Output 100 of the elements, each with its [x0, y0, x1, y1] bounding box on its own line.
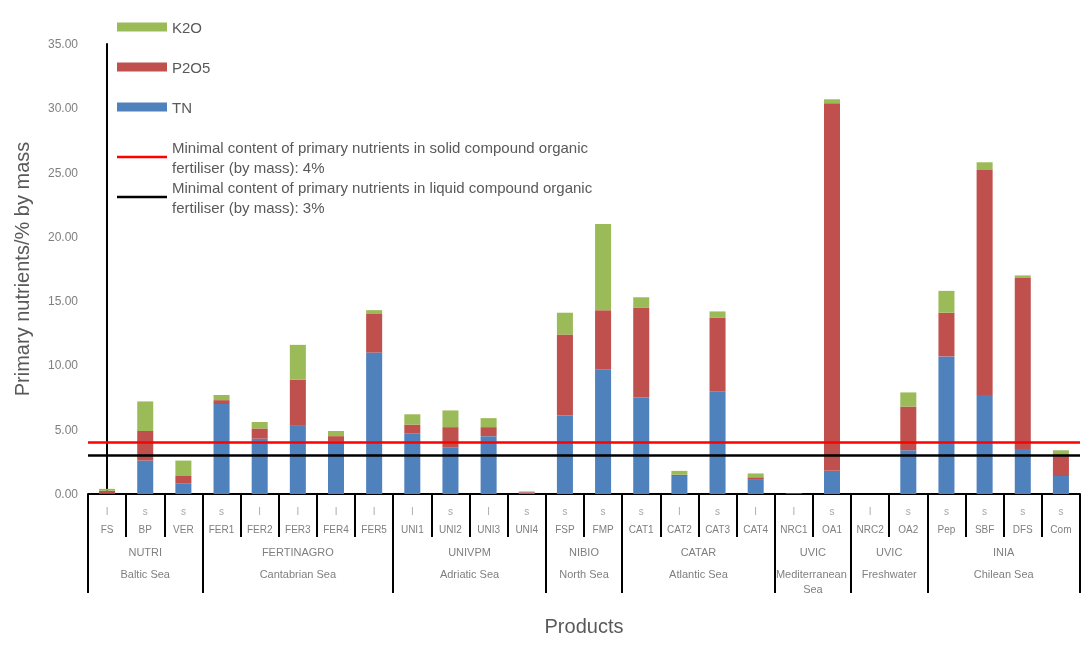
text: Atlantic Sea: [669, 567, 729, 580]
bar: [823, 99, 841, 104]
text: s: [219, 505, 225, 517]
y-tick-label: 35.00: [47, 37, 79, 51]
x-tick-label: FMP: [592, 523, 614, 535]
bar: [595, 369, 612, 494]
text: l: [411, 505, 414, 517]
bar: [289, 425, 306, 494]
x-tick-label: NRC1: [780, 523, 808, 535]
x-tick-label: FER4: [323, 523, 350, 535]
x-axis-title: Products: [544, 615, 624, 637]
text: l: [487, 505, 490, 517]
bar: [175, 483, 192, 494]
bar: [251, 422, 268, 429]
y-tick-label: 20.00: [47, 229, 79, 244]
bar: [213, 395, 230, 401]
bar: [938, 356, 955, 494]
bar: [747, 479, 764, 494]
x-tick-label: FER1: [208, 523, 235, 535]
bar: [175, 460, 192, 476]
x-tick-label: CAT1: [628, 523, 655, 535]
text: s: [524, 505, 530, 517]
y-axis-title: Primary nutrients/% by mass: [11, 141, 33, 397]
x-tick-label: NRC2: [856, 523, 885, 535]
text: UVIC: [876, 545, 903, 558]
bar: [556, 415, 573, 494]
legend-label: P2O5: [172, 58, 211, 76]
bar: [175, 476, 192, 484]
bar: [633, 307, 650, 398]
legend-label: TN: [172, 98, 192, 116]
bar: [595, 224, 612, 311]
text: s: [982, 505, 988, 517]
text: s: [943, 505, 949, 517]
text: Freshwater: [861, 567, 918, 580]
x-tick-label: FER2: [246, 523, 273, 535]
text: s: [715, 505, 721, 517]
x-tick-label: BP: [138, 523, 153, 535]
x-tick-label: CAT3: [705, 523, 731, 535]
bar: [366, 310, 383, 314]
text: UNIVPM: [448, 545, 491, 558]
text: s: [1020, 505, 1026, 517]
y-tick-label: 10.00: [47, 358, 79, 373]
x-tick-label: UNI3: [477, 523, 501, 535]
bar: [251, 428, 268, 439]
bar: [1052, 455, 1069, 476]
bar: [480, 418, 497, 428]
y-tick-label: 5.00: [54, 422, 79, 437]
bar: [671, 476, 688, 494]
bar: [1014, 449, 1031, 494]
bar: [404, 414, 421, 425]
x-tick-label: FER5: [361, 523, 388, 535]
x-tick-label: VER: [173, 523, 194, 535]
bar: [747, 477, 764, 480]
x-tick-label: DFS: [1012, 523, 1034, 535]
text: INIA: [992, 545, 1016, 558]
text: UVIC: [799, 545, 827, 558]
bar: [976, 162, 993, 170]
legend-label: Minimal content of primary nutrients in solid compound organic fertiliser (by mass): 4%: [172, 138, 593, 176]
x-tick-label: FER3: [285, 523, 312, 535]
text: s: [142, 505, 148, 517]
text: s: [600, 505, 606, 517]
text: CATAR: [680, 545, 717, 558]
y-tick-label: 15.00: [47, 294, 79, 309]
bar: [976, 395, 993, 494]
text: s: [638, 505, 644, 517]
x-tick-label: CAT4: [743, 523, 769, 535]
bar: [404, 424, 421, 434]
bar: [442, 410, 459, 428]
text: s: [1058, 505, 1064, 517]
x-tick-label: UNI2: [439, 523, 463, 535]
bar: [289, 379, 306, 426]
legend-label: K2O: [172, 18, 203, 36]
bar: [137, 401, 154, 431]
bar: [137, 460, 154, 494]
text: l: [678, 505, 681, 517]
text: l: [258, 505, 261, 517]
bar: [366, 314, 383, 353]
x-tick-label: OA1: [821, 523, 843, 535]
x-tick-label: CAT2: [666, 523, 693, 535]
text: Baltic Sea: [120, 567, 171, 580]
text: FERTINAGRO: [261, 545, 335, 558]
bar: [327, 436, 345, 442]
bar: [213, 400, 230, 404]
bar: [595, 310, 612, 370]
text: NIBIO: [569, 545, 600, 558]
x-tick-label: OA2: [898, 523, 919, 535]
text: s: [829, 505, 835, 517]
bar: [556, 312, 573, 335]
bar: [709, 311, 726, 318]
x-tick-label: SBF: [974, 523, 995, 535]
text: Chilean Sea: [973, 567, 1035, 580]
bar: [900, 392, 917, 407]
bar: [480, 427, 497, 437]
bar: [900, 406, 917, 451]
bar: [709, 317, 726, 392]
text: Cantabrian Sea: [259, 567, 337, 580]
bar: [1052, 476, 1069, 494]
bar: [938, 312, 955, 357]
bar: [823, 103, 841, 471]
text: s: [447, 505, 453, 517]
